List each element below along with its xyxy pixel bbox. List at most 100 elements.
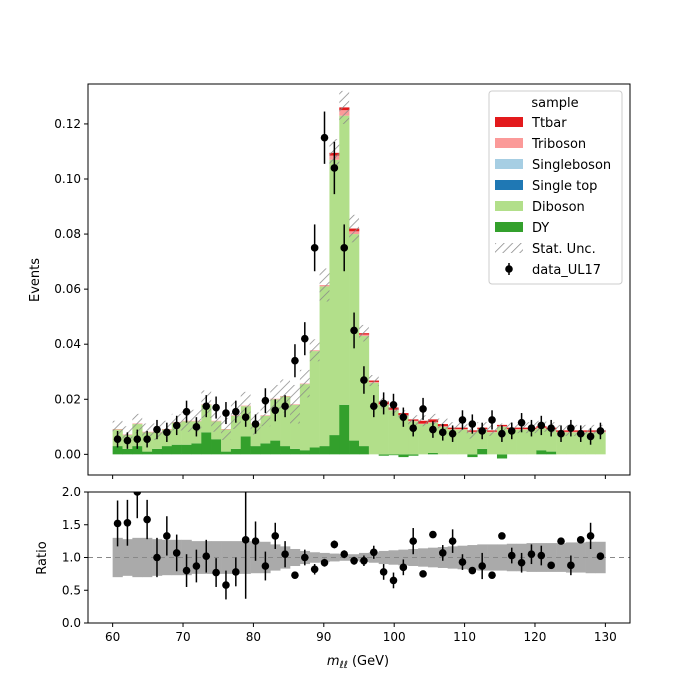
stat-unc-band [270, 384, 281, 413]
data-point [232, 407, 240, 416]
bar-diboson [418, 424, 429, 455]
data-point [133, 435, 142, 444]
data-point [182, 407, 191, 416]
bar-dy [427, 452, 439, 455]
data-point [350, 326, 358, 335]
ratio-point [488, 571, 496, 579]
ratio-point [143, 515, 151, 524]
legend-label: Stat. Unc. [532, 242, 596, 257]
data-point [202, 402, 211, 410]
data-point [360, 376, 368, 384]
ratio-point [507, 551, 516, 560]
ratio-point [261, 562, 270, 570]
ratio-point [281, 550, 289, 559]
bar-diboson [309, 351, 320, 448]
ratio-point [409, 537, 418, 545]
x-tick-label: 80 [246, 630, 261, 644]
data-point [517, 418, 526, 427]
y-tick-label: 0.08 [54, 227, 81, 241]
bar-diboson [299, 384, 311, 451]
bar-diboson [398, 415, 409, 455]
data-point [448, 429, 457, 438]
data-point [399, 413, 408, 421]
bar-dy [191, 443, 202, 455]
legend-swatch [495, 159, 523, 169]
bar-dy [260, 443, 271, 455]
bar-diboson [378, 404, 389, 455]
ratio-band-bin [270, 544, 281, 571]
data-point [123, 436, 132, 445]
data-point [320, 133, 329, 142]
stat-unc-band [487, 424, 497, 436]
bar-dy [152, 448, 163, 455]
bar-dy [161, 446, 173, 455]
legend-label: DY [532, 221, 549, 236]
x-tick-label: 70 [175, 630, 190, 644]
legend-swatch [495, 117, 523, 127]
stat-unc-band [427, 413, 438, 425]
ratio-band-bin [142, 537, 153, 578]
stat-unc-band [339, 90, 350, 124]
bar-diboson [181, 421, 192, 445]
ratio-point [251, 537, 260, 545]
bar-diboson [526, 429, 537, 455]
data-point [586, 432, 595, 441]
ratio-band-bin [575, 542, 586, 573]
bar-dy [122, 448, 133, 455]
bar-dy [112, 446, 123, 455]
data-point [438, 428, 447, 437]
bar-diboson [250, 424, 261, 447]
data-point [488, 416, 496, 424]
bar-dy [230, 448, 242, 455]
ratio-point [241, 536, 250, 544]
ratio-point [182, 566, 191, 575]
stat-unc-band [290, 384, 300, 424]
ratio-point [153, 553, 161, 562]
bar-diboson [319, 286, 330, 447]
stat-unc-band [309, 339, 320, 362]
main-panel: 0.00 0.02 0.04 0.06 0.08 0.10 0.12 Events [28, 83, 631, 479]
ratio-y-axis: 0.0 0.5 1.0 1.5 2.0 [62, 485, 88, 630]
ratio-point [301, 553, 309, 562]
data-point [389, 400, 398, 409]
stat-unc-band [260, 404, 271, 427]
ratio-point [172, 549, 181, 557]
ratio-y-tick-label: 1.5 [62, 518, 81, 532]
bar-diboson [388, 410, 399, 455]
data-point [468, 420, 477, 428]
y-tick-label: 0.12 [54, 117, 81, 131]
stat-unc-band [132, 413, 143, 434]
bar-dy [467, 454, 478, 458]
legend-label: Triboson [531, 137, 586, 152]
ratio-band-bin [585, 541, 596, 574]
data-point [310, 244, 319, 252]
data-point [271, 406, 280, 415]
ratio-point [419, 570, 427, 578]
ratio-point [330, 540, 339, 549]
ratio-point [350, 556, 358, 565]
bar-dy [201, 432, 212, 455]
bar-dy [309, 447, 320, 455]
bar-dy [132, 446, 143, 455]
ratio-point [537, 551, 546, 560]
stat-unc-band [359, 324, 369, 342]
ratio-band-bin [378, 550, 389, 565]
ratio-point [113, 519, 122, 528]
stat-unc-band [368, 375, 379, 387]
bar-dy [388, 454, 399, 456]
data-point [251, 420, 260, 428]
data-point [192, 423, 201, 431]
x-tick-label: 130 [594, 630, 617, 644]
stat-unc-band [349, 214, 359, 243]
ratio-point [517, 558, 526, 567]
ratio-point [222, 581, 230, 589]
bar-diboson [201, 404, 212, 433]
bar-dy [299, 450, 311, 455]
data-point [369, 402, 378, 410]
ratio-point [291, 571, 299, 579]
bar-dy [329, 435, 340, 455]
bar-dy [270, 440, 281, 455]
y-tick-label: 0.04 [54, 337, 81, 351]
legend-swatch-data [505, 265, 513, 273]
ratio-point [429, 530, 437, 539]
